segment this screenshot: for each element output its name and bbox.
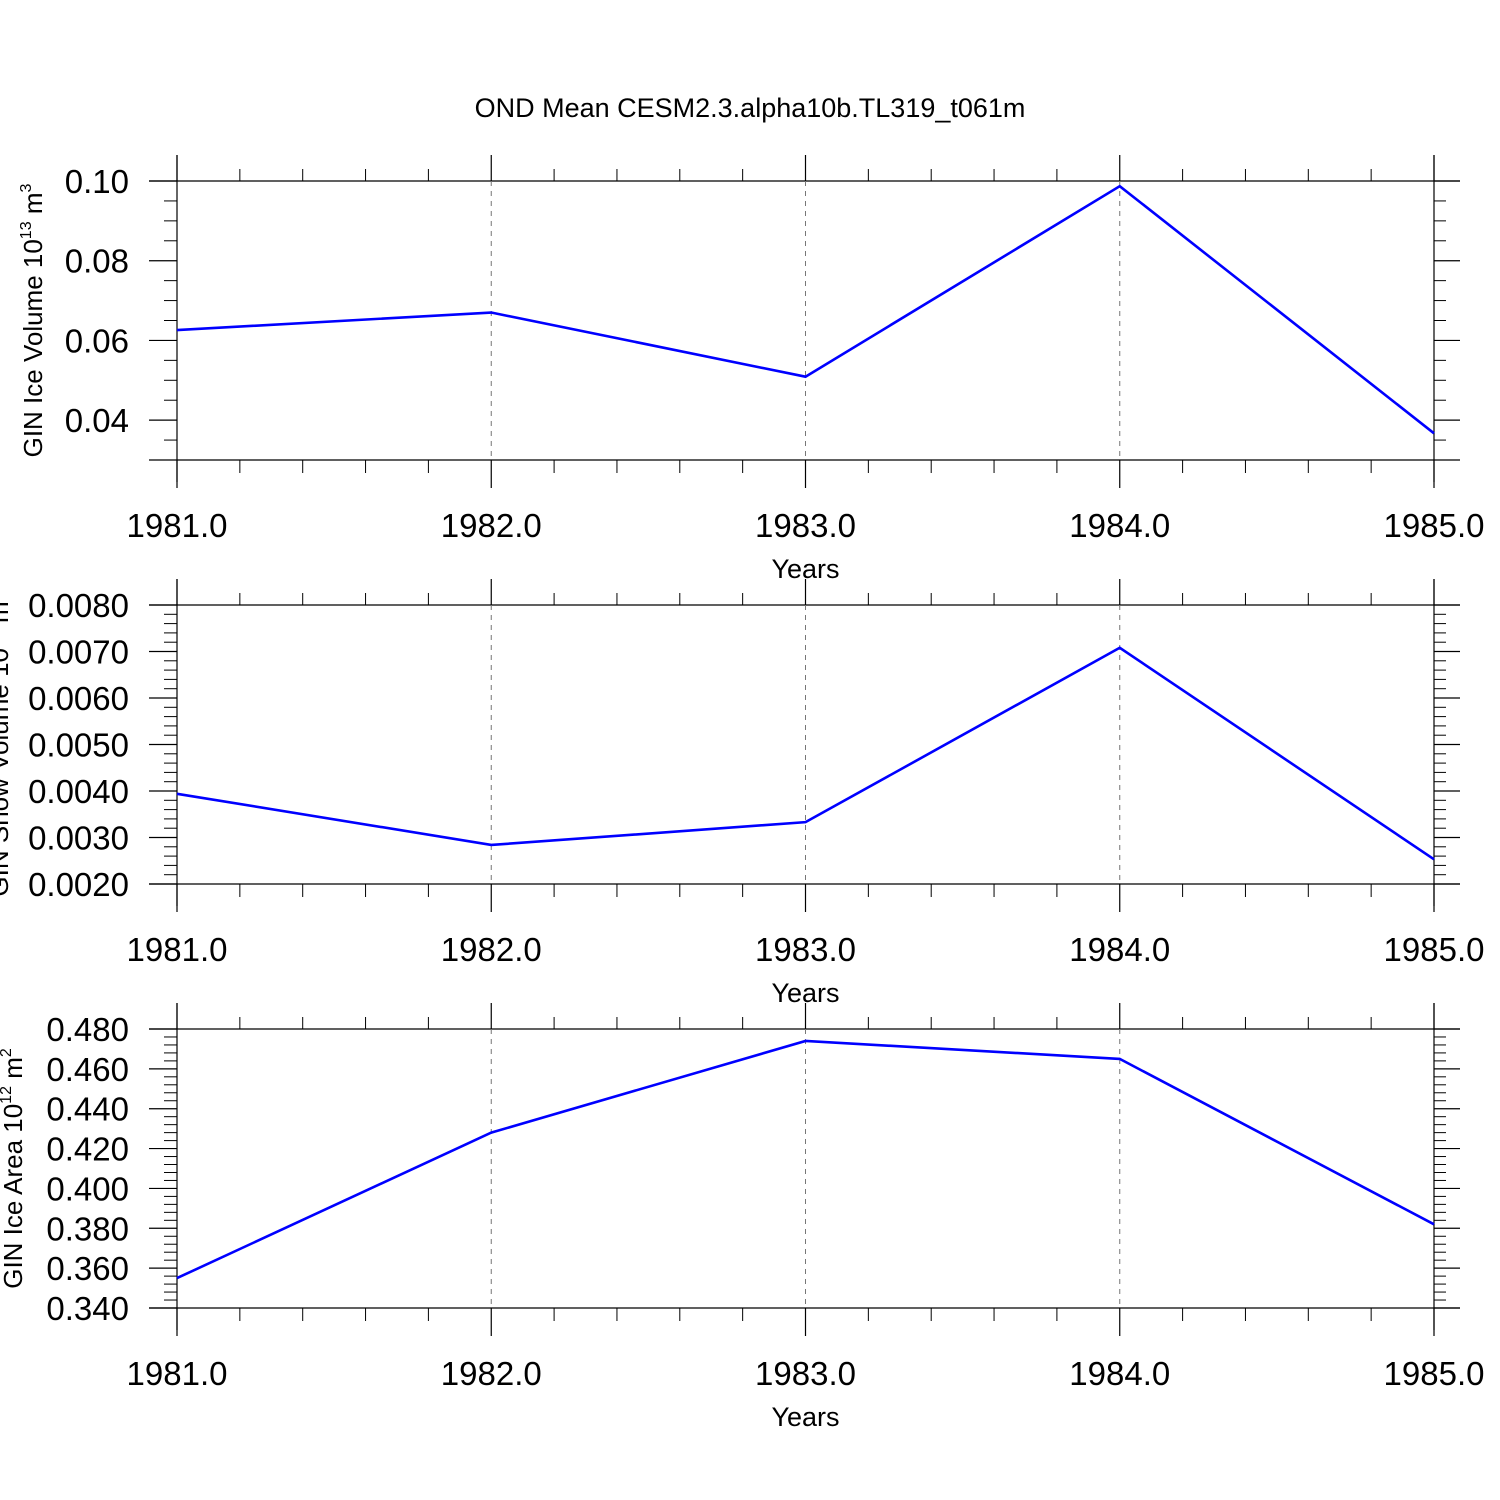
- x-tick-label: 1982.0: [441, 1355, 542, 1392]
- y-tick-label: 0.340: [46, 1290, 129, 1327]
- x-tick-label: 1985.0: [1384, 507, 1485, 544]
- y-tick-label: 0.460: [46, 1051, 129, 1088]
- y-tick-label: 0.0020: [28, 866, 129, 903]
- y-axis-label: GIN Snow Volume 1013 m3: [0, 592, 14, 896]
- x-tick-label: 1984.0: [1069, 1355, 1170, 1392]
- y-tick-label: 0.04: [65, 402, 129, 439]
- y-tick-label: 0.380: [46, 1210, 129, 1247]
- x-tick-label: 1981.0: [127, 931, 228, 968]
- x-tick-label: 1983.0: [755, 931, 856, 968]
- y-tick-label: 0.0070: [28, 634, 129, 671]
- x-tick-label: 1984.0: [1069, 507, 1170, 544]
- y-tick-label: 0.400: [46, 1170, 129, 1207]
- panel-2: 1981.0 1982.0 1983.0 1984.0 1985.0 0.0020 0.00…: [0, 579, 1484, 1008]
- y-tick-label: 0.06: [65, 322, 129, 359]
- x-tick-label: 1985.0: [1384, 1355, 1485, 1392]
- y-tick-label: 0.0030: [28, 820, 129, 857]
- x-tick-label: 1981.0: [127, 1355, 228, 1392]
- y-tick-label: 0.360: [46, 1250, 129, 1287]
- x-tick-label: 1985.0: [1384, 931, 1485, 968]
- y-tick-label: 0.0080: [28, 587, 129, 624]
- x-tick-label: 1984.0: [1069, 931, 1170, 968]
- x-tick-label: 1983.0: [755, 1355, 856, 1392]
- y-tick-label: 0.440: [46, 1091, 129, 1128]
- x-tick-label: 1983.0: [755, 507, 856, 544]
- panels: 1981.0 1982.0 1983.0 1984.0 1985.0 0.04 0.06 0.…: [0, 155, 1484, 1432]
- y-tick-label: 0.08: [65, 243, 129, 280]
- x-tick-label: 1982.0: [441, 507, 542, 544]
- panel-1: 1981.0 1982.0 1983.0 1984.0 1985.0 0.04 0.06 0.…: [18, 155, 1484, 584]
- y-tick-label: 0.420: [46, 1131, 129, 1168]
- y-axis-label: GIN Ice Area 1012 m2: [0, 1048, 28, 1289]
- y-tick-label: 0.10: [65, 163, 129, 200]
- y-tick-label: 0.0050: [28, 727, 129, 764]
- y-tick-label: 0.0060: [28, 680, 129, 717]
- y-tick-label: 0.480: [46, 1011, 129, 1048]
- x-tick-label: 1982.0: [441, 931, 542, 968]
- y-axis-label: GIN Ice Volume 1013 m3: [18, 183, 48, 457]
- chart-title: OND Mean CESM2.3.alpha10b.TL319_t061m: [475, 93, 1026, 123]
- x-tick-label: 1981.0: [127, 507, 228, 544]
- panel-3: 1981.0 1982.0 1983.0 1984.0 1985.0 0.3400.360…: [0, 1003, 1484, 1432]
- x-axis-label: Years: [771, 1402, 839, 1432]
- y-tick-label: 0.0040: [28, 773, 129, 810]
